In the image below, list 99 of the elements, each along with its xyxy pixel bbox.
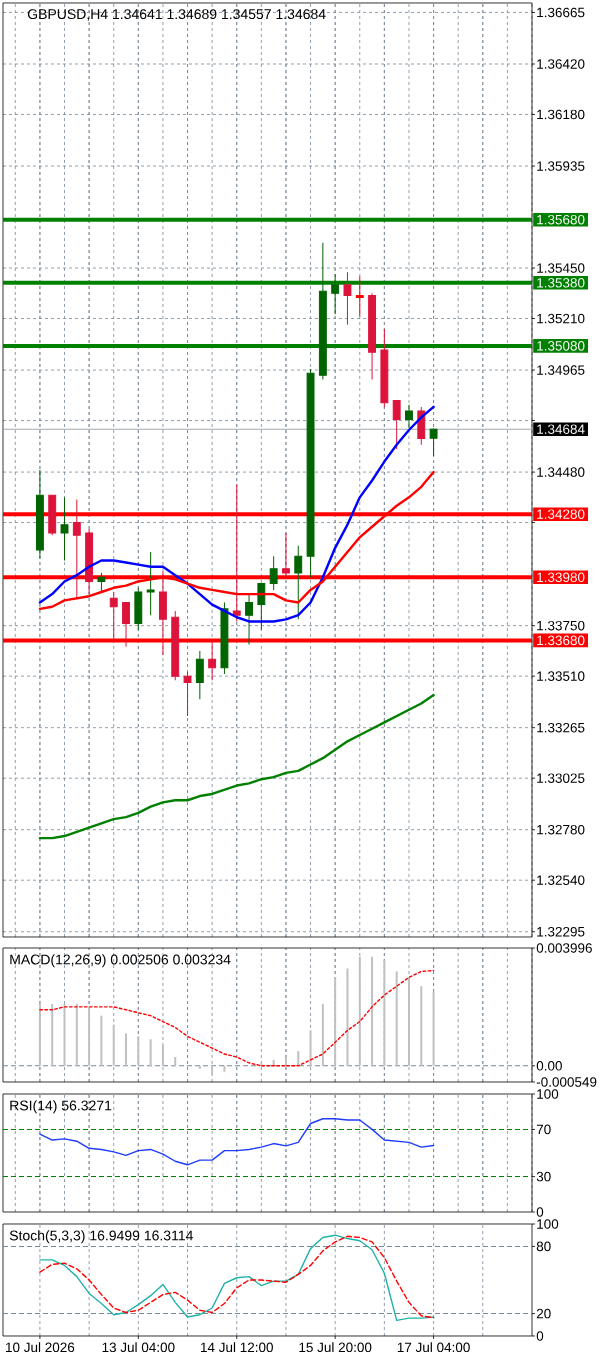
bar (161, 1045, 164, 1066)
y-tick-label: -0.000549 (536, 1077, 597, 1087)
bar (284, 1056, 287, 1066)
candlestick (134, 587, 143, 631)
bar (358, 956, 361, 1066)
bar (383, 959, 386, 1066)
y-tick-label: 80 (536, 1241, 551, 1252)
bar (174, 1056, 177, 1066)
ref-line-label: 1.33680 (537, 635, 585, 646)
bar (297, 1051, 300, 1066)
candlestick (318, 242, 327, 381)
candlestick (109, 591, 118, 641)
ref-line-label: 1.35080 (537, 341, 585, 351)
candlestick (158, 570, 167, 656)
bar (371, 956, 374, 1066)
candlestick (122, 602, 130, 648)
bar (420, 986, 423, 1066)
candlestick (232, 484, 241, 622)
ref-line-label: 1.34280 (537, 509, 585, 519)
y-tick-label: 1.33025 (537, 773, 585, 783)
candlestick (294, 545, 303, 620)
y-tick-label: 1.32295 (537, 926, 585, 937)
bar (334, 977, 337, 1066)
y-tick-label: 1.33510 (537, 671, 585, 681)
candlestick (343, 271, 352, 326)
candlestick (282, 532, 290, 576)
candlestick (60, 496, 69, 561)
candlestick (392, 400, 401, 450)
chart-title: GBPUSD,H4 1.34641 1.34689 1.34557 1.34684 (27, 9, 326, 21)
y-tick-label: 1.36420 (537, 59, 585, 69)
bar (125, 1033, 128, 1066)
candlestick (72, 498, 81, 599)
y-tick-label: 1.35935 (537, 161, 585, 171)
y-tick-label: 100 (537, 1089, 559, 1099)
y-tick-label: 1.32540 (537, 875, 585, 885)
chart-title: RSI(14) 56.3271 (10, 1100, 112, 1114)
x-tick-label: 15 Jul 20:00 (299, 1342, 372, 1353)
ref-line-label: 1.35380 (537, 277, 585, 288)
bar (149, 1039, 152, 1066)
y-tick-label: 0.003996 (536, 943, 592, 953)
chart-title: Stoch(5,3,3) 16.9499 16.3114 (9, 1230, 193, 1244)
y-tick-label: 0 (536, 1331, 544, 1341)
y-tick-label: 1.35210 (537, 313, 585, 324)
ref-line-label: 1.34684 (537, 424, 585, 434)
candlestick (195, 650, 204, 700)
bar (100, 1015, 103, 1066)
y-tick-label: 1.32780 (537, 824, 585, 835)
y-tick-label: 1.35450 (537, 263, 585, 273)
y-tick-label: 30 (536, 1171, 551, 1182)
candlestick (306, 368, 315, 578)
candlestick (35, 469, 44, 559)
bar (198, 1065, 201, 1069)
candlestick (171, 610, 180, 681)
candlestick (355, 275, 364, 317)
bar (211, 1065, 214, 1075)
y-tick-label: 1.36665 (537, 7, 585, 18)
candlestick (97, 572, 106, 593)
bar (395, 971, 398, 1066)
candlestick (85, 528, 94, 595)
x-tick-label: 14 Jul 12:00 (201, 1342, 273, 1353)
x-tick-label: 10 Jul 2026 (6, 1342, 75, 1353)
candlestick (220, 602, 229, 675)
candlestick (183, 671, 192, 717)
bar (321, 1003, 324, 1066)
y-tick-label: 1.34480 (537, 467, 585, 477)
candlestick (405, 404, 413, 429)
ref-line-label: 1.35680 (537, 214, 585, 225)
bar (223, 1065, 226, 1072)
y-tick-label: 20 (536, 1308, 551, 1319)
candlestick (429, 427, 438, 457)
candlestick (380, 328, 389, 408)
bar (75, 1003, 78, 1066)
y-tick-label: 1.36180 (537, 109, 585, 120)
candlestick (269, 555, 278, 591)
candlestick (368, 292, 377, 381)
y-tick-label: 100 (537, 1219, 559, 1229)
candlestick (208, 639, 217, 681)
candlestick (245, 593, 253, 646)
y-tick-label: 1.34965 (537, 365, 585, 375)
y-tick-label: 0.00 (536, 1061, 562, 1071)
bar (309, 1030, 312, 1066)
bar (112, 1024, 115, 1066)
y-tick-label: 70 (536, 1124, 551, 1135)
x-tick-label: 13 Jul 04:00 (102, 1342, 175, 1353)
bar (432, 991, 435, 1066)
y-tick-label: 1.33750 (537, 620, 585, 631)
bar (51, 1003, 54, 1066)
ref-line-label: 1.33980 (537, 572, 585, 583)
bar (88, 1006, 91, 1066)
candlestick (331, 273, 340, 315)
x-tick-label: 17 Jul 04:00 (397, 1342, 470, 1353)
chart-title: MACD(12,26,9) 0.002506 0.003234 (10, 954, 231, 968)
bar (38, 1003, 41, 1066)
bar (63, 1003, 66, 1066)
bar (407, 977, 410, 1066)
candlestick (146, 551, 155, 616)
y-tick-label: 1.33265 (537, 722, 585, 733)
y-tick-label: 0 (536, 1207, 544, 1217)
candlestick (48, 494, 57, 536)
